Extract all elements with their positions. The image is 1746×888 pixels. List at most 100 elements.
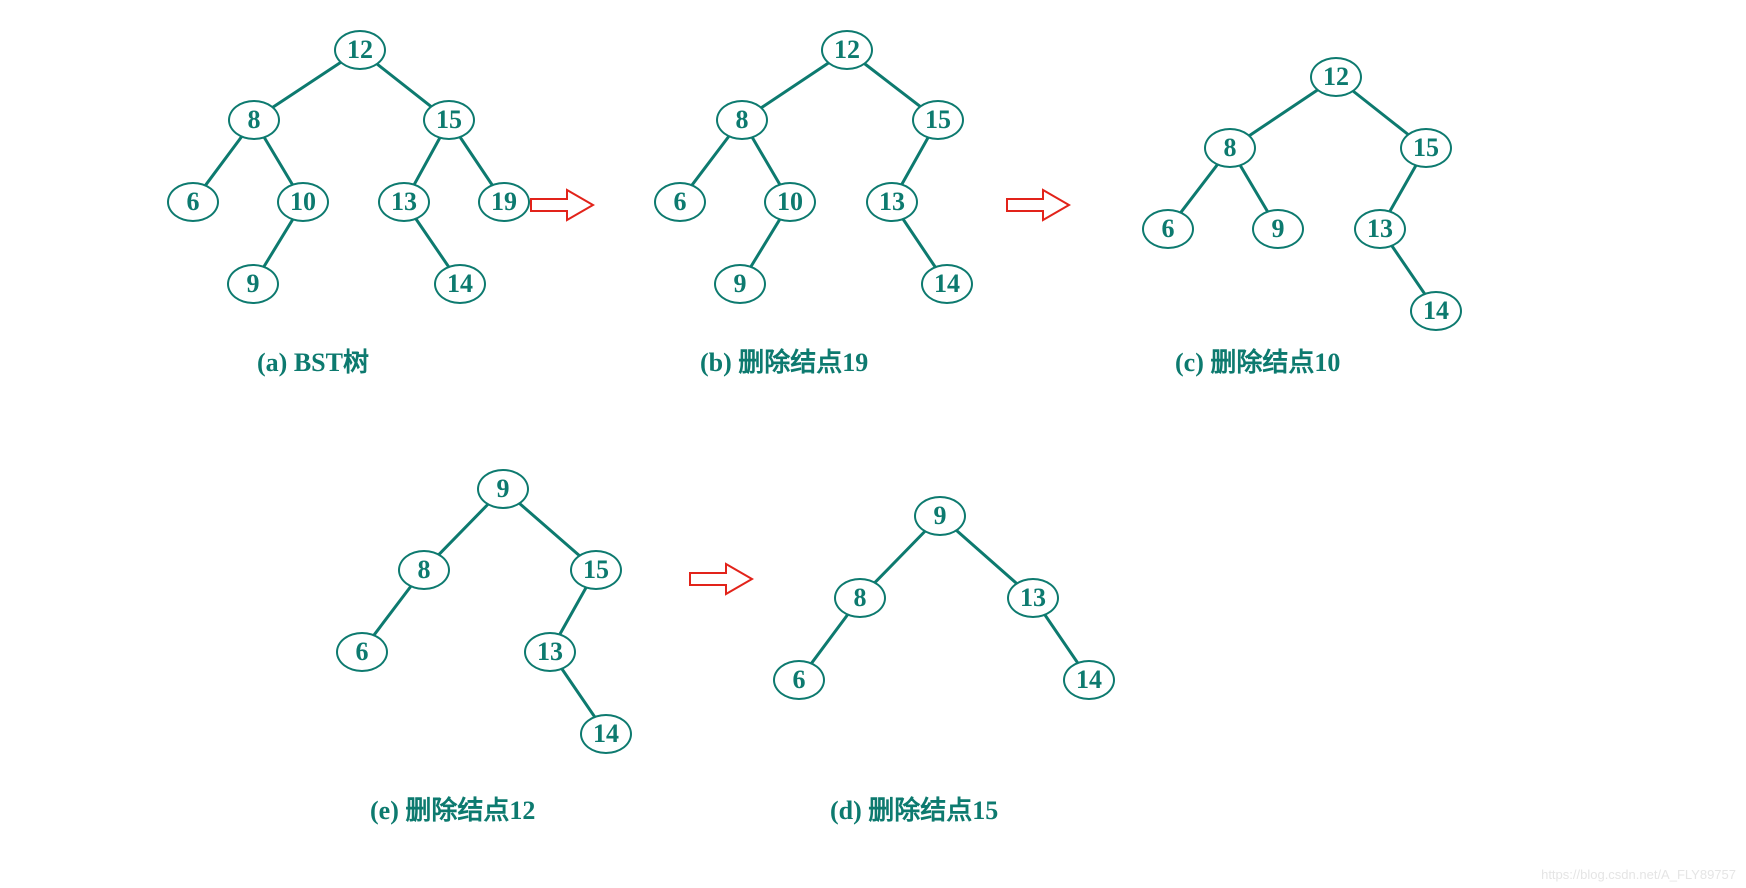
node-value: 13	[391, 187, 417, 217]
tree-node: 14	[580, 714, 632, 754]
node-value: 8	[736, 105, 749, 135]
tree-edge	[1388, 163, 1418, 213]
tree-node: 12	[334, 30, 386, 70]
node-value: 10	[290, 187, 316, 217]
tree-edge	[517, 501, 581, 557]
tree-edge	[414, 217, 451, 269]
tree-node: 9	[914, 496, 966, 536]
node-value: 12	[347, 35, 373, 65]
watermark: https://blog.csdn.net/A_FLY89757	[1541, 867, 1736, 882]
tree-node: 6	[773, 660, 825, 700]
tree-node: 9	[714, 264, 766, 304]
node-value: 14	[934, 269, 960, 299]
node-value: 6	[356, 637, 369, 667]
tree-node: 8	[1204, 128, 1256, 168]
tree-node: 14	[434, 264, 486, 304]
node-value: 9	[934, 501, 947, 531]
tree-node: 15	[1400, 128, 1452, 168]
tree-node: 8	[716, 100, 768, 140]
arrow-icon	[688, 562, 754, 596]
node-value: 9	[734, 269, 747, 299]
node-value: 13	[1367, 214, 1393, 244]
node-value: 15	[1413, 133, 1439, 163]
tree-edge	[372, 584, 413, 637]
tree-edge	[412, 136, 442, 187]
node-value: 12	[1323, 62, 1349, 92]
tree-edge	[271, 60, 343, 109]
tree-edge	[954, 528, 1018, 585]
tree-node: 6	[167, 182, 219, 222]
node-value: 6	[1162, 214, 1175, 244]
caption-a: (a) BST树	[257, 342, 369, 379]
node-value: 14	[1076, 665, 1102, 695]
tree-node: 8	[228, 100, 280, 140]
tree-node: 8	[398, 550, 450, 590]
tree-edge	[901, 217, 937, 269]
tree-edge	[560, 667, 597, 719]
node-value: 13	[537, 637, 563, 667]
node-value: 9	[247, 269, 260, 299]
tree-node: 13	[524, 632, 576, 672]
tree-edge	[750, 135, 782, 186]
node-value: 8	[248, 105, 261, 135]
tree-node: 14	[1410, 291, 1462, 331]
node-value: 6	[674, 187, 687, 217]
node-value: 8	[418, 555, 431, 585]
node-value: 15	[583, 555, 609, 585]
tree-node: 13	[1007, 578, 1059, 618]
node-value: 14	[1423, 296, 1449, 326]
tree-node: 10	[764, 182, 816, 222]
tree-node: 9	[227, 264, 279, 304]
tree-node: 13	[378, 182, 430, 222]
node-value: 13	[1020, 583, 1046, 613]
node-value: 13	[879, 187, 905, 217]
tree-node: 12	[1310, 57, 1362, 97]
tree-node: 8	[834, 578, 886, 618]
caption-c: (c) 删除结点10	[1175, 342, 1340, 379]
tree-edge	[437, 502, 490, 556]
node-value: 6	[793, 665, 806, 695]
tree-edge	[1390, 244, 1427, 296]
tree-node: 15	[912, 100, 964, 140]
node-value: 12	[834, 35, 860, 65]
tree-edge	[863, 62, 923, 109]
tree-edge	[1179, 162, 1220, 214]
caption-e: (e) 删除结点12	[370, 790, 535, 827]
tree-edge	[873, 529, 927, 584]
tree-node: 14	[921, 264, 973, 304]
node-value: 9	[497, 474, 510, 504]
tree-edge	[690, 134, 731, 187]
tree-edge	[1351, 89, 1410, 137]
caption-d: (d) 删除结点15	[830, 790, 998, 827]
tree-edge	[900, 135, 930, 186]
tree-node: 10	[277, 182, 329, 222]
node-value: 9	[1272, 214, 1285, 244]
tree-edge	[749, 217, 782, 269]
tree-edge	[809, 613, 849, 666]
tree-edge	[759, 61, 830, 110]
tree-edge	[1247, 88, 1319, 138]
node-value: 8	[854, 583, 867, 613]
tree-edge	[558, 585, 588, 636]
tree-node: 15	[570, 550, 622, 590]
tree-node: 19	[478, 182, 530, 222]
arrow-icon	[529, 188, 595, 222]
tree-edge	[262, 217, 295, 269]
node-value: 15	[925, 105, 951, 135]
node-value: 6	[187, 187, 200, 217]
tree-edge	[1238, 163, 1269, 213]
tree-edge	[375, 62, 433, 109]
tree-node: 6	[654, 182, 706, 222]
tree-edge	[262, 135, 294, 186]
tree-node: 9	[1252, 209, 1304, 249]
tree-edge	[203, 135, 243, 188]
node-value: 14	[447, 269, 473, 299]
tree-edge	[1043, 613, 1080, 665]
tree-node: 13	[1354, 209, 1406, 249]
arrow-icon	[1005, 188, 1071, 222]
diagram-canvas: 12 8 15 6 10 13 19 9 14 12 8 15 6 10 13 9 14 12 8 15 6 9 13 14 9…	[0, 0, 1746, 888]
tree-node: 15	[423, 100, 475, 140]
tree-node: 14	[1063, 660, 1115, 700]
node-value: 19	[491, 187, 517, 217]
tree-node: 6	[1142, 209, 1194, 249]
